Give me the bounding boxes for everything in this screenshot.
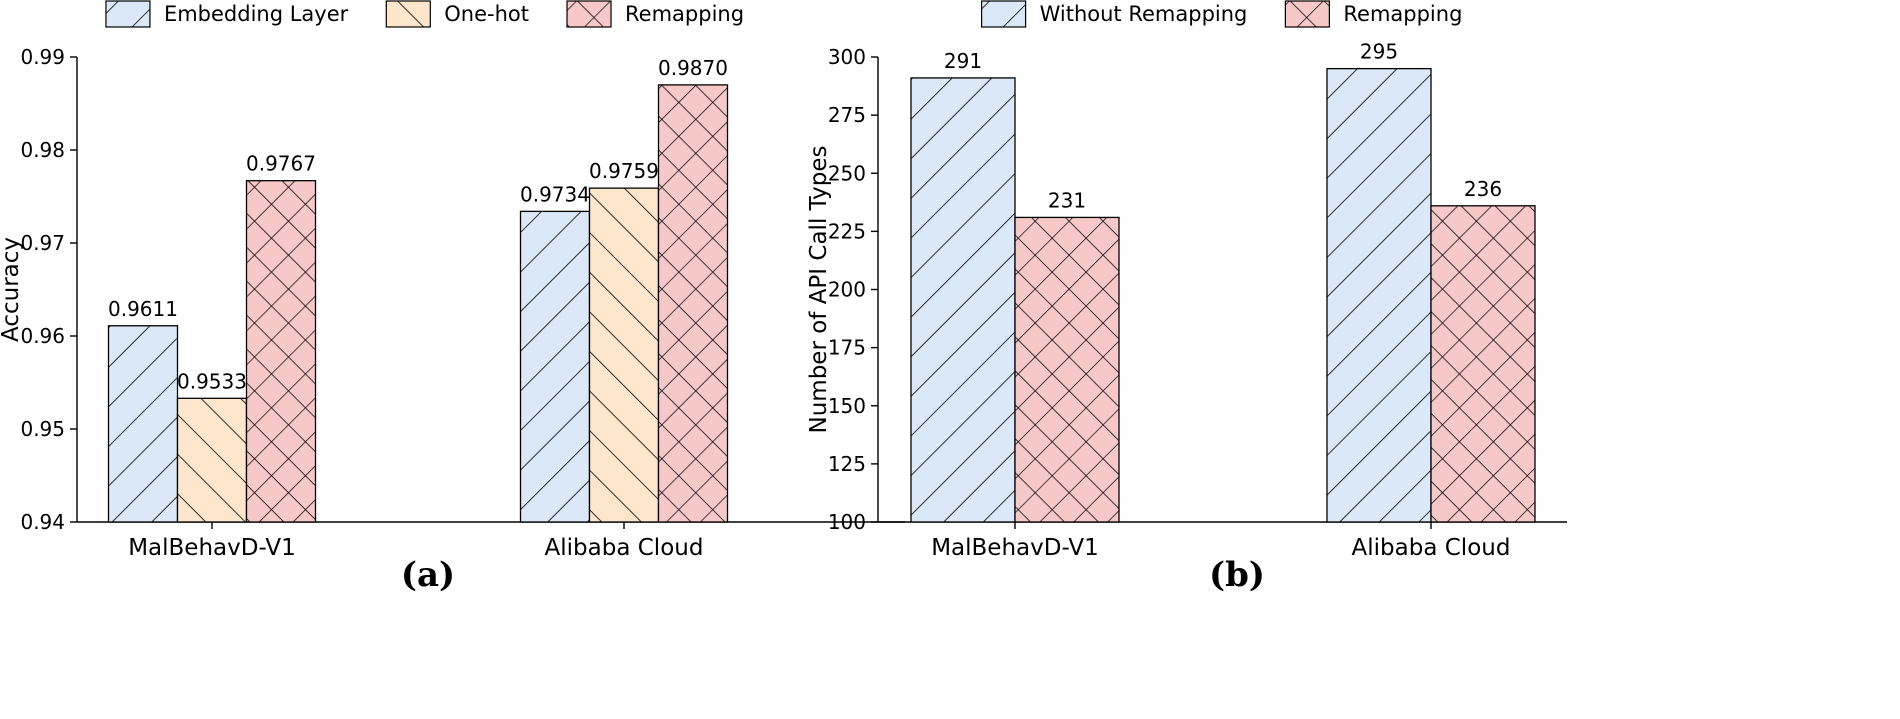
x-tick-label: MalBehavD-V1 — [128, 535, 296, 561]
panel-label: (a) — [401, 555, 455, 595]
y-tick-label: 225 — [828, 219, 866, 243]
bar — [1326, 67, 1432, 523]
bar-value-label: 0.9767 — [246, 152, 316, 176]
y-tick-label: 0.99 — [20, 45, 65, 69]
y-axis-label: Accuracy — [0, 237, 24, 342]
bar-value-label: 291 — [944, 49, 982, 73]
legend-label: One-hot — [444, 2, 529, 26]
bar — [657, 84, 729, 523]
legend-swatch — [1284, 0, 1330, 28]
y-tick-label: 200 — [828, 278, 866, 302]
bar-value-label: 0.9759 — [589, 159, 659, 183]
x-tick-label: MalBehavD-V1 — [931, 535, 1099, 561]
legend-label: Embedding Layer — [164, 2, 349, 26]
bar — [519, 210, 591, 523]
bar-value-label: 0.9611 — [108, 297, 178, 321]
bar-value-label: 231 — [1048, 188, 1086, 212]
y-tick-label: 0.96 — [20, 324, 65, 348]
legend-label: Without Remapping — [1040, 2, 1248, 26]
legend: Embedding Layer One-hot Remapping — [105, 0, 744, 28]
legend-swatch — [980, 0, 1027, 28]
legend-swatch — [566, 0, 612, 28]
legend-label: Remapping — [625, 2, 744, 26]
y-tick-label: 125 — [828, 452, 866, 476]
bar-value-label: 0.9533 — [177, 369, 247, 393]
bar — [1430, 205, 1536, 523]
y-tick-label: 275 — [828, 103, 866, 127]
legend-swatch — [385, 0, 431, 28]
y-tick-label: 300 — [828, 45, 866, 69]
bar-value-label: 0.9734 — [520, 182, 590, 206]
y-axis-label: Number of API Call Types — [806, 146, 832, 434]
bar — [176, 397, 248, 523]
bar-value-label: 0.9870 — [658, 56, 728, 80]
y-tick-label: 0.94 — [20, 510, 65, 534]
bar — [1014, 216, 1120, 523]
legend: Without Remapping Remapping — [980, 0, 1462, 28]
bar — [107, 325, 179, 523]
y-tick-label: 150 — [828, 394, 866, 418]
y-tick-label: 0.97 — [20, 231, 65, 255]
bar — [245, 180, 317, 523]
bar — [910, 77, 1016, 523]
x-tick-label: Alibaba Cloud — [545, 535, 704, 561]
x-tick-label: Alibaba Cloud — [1352, 535, 1511, 561]
bar-value-label: 236 — [1464, 177, 1502, 201]
y-tick-label: 100 — [828, 510, 866, 534]
legend-label: Remapping — [1343, 2, 1462, 26]
legend-swatch — [105, 0, 151, 28]
y-tick-label: 250 — [828, 161, 866, 185]
panel-b: 100 125 150 175 200 225 250 275 300 Number of API… — [806, 0, 1567, 595]
bar-value-label: 295 — [1360, 40, 1398, 64]
panel-a: 0.94 0.95 0.96 0.97 0.98 0.99 Accuracy MalBehav… — [0, 0, 905, 595]
panel-label: (b) — [1209, 555, 1265, 595]
y-tick-label: 0.95 — [20, 417, 65, 441]
bar — [588, 187, 660, 523]
y-tick-label: 175 — [828, 336, 866, 360]
y-tick-label: 0.98 — [20, 138, 65, 162]
